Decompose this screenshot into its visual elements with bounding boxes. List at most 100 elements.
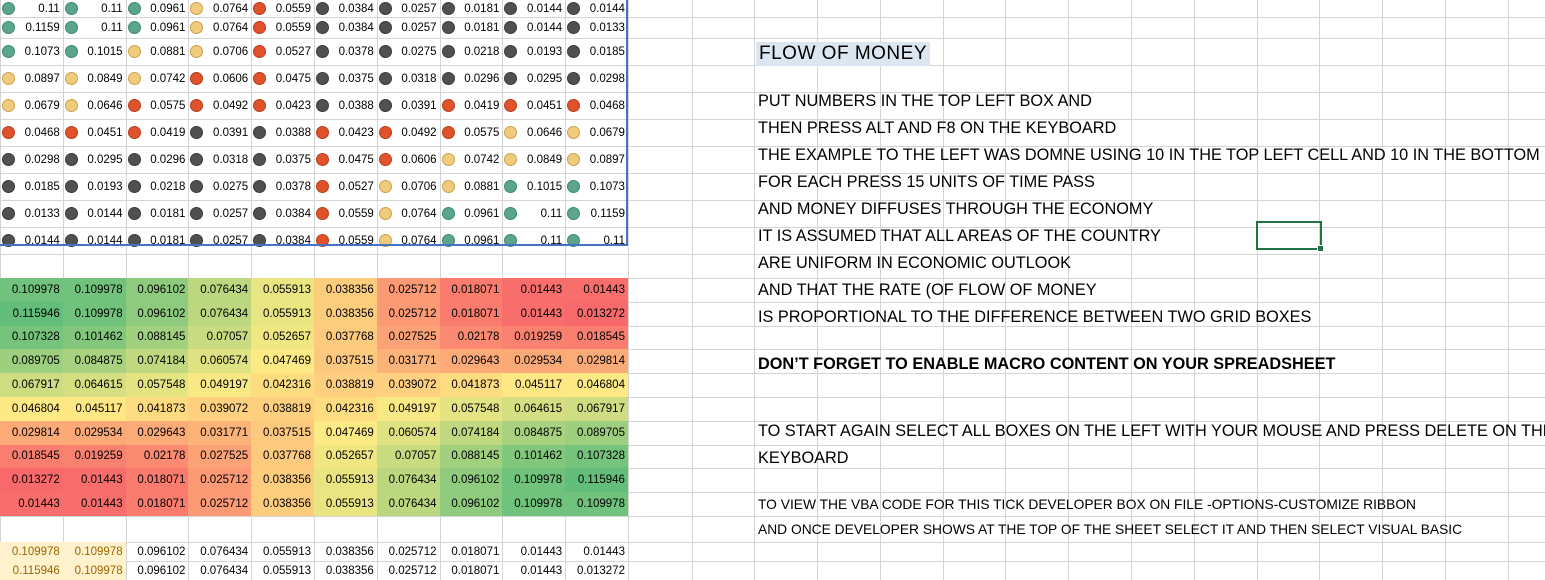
color-scale-cell[interactable]: 0.01443 xyxy=(62,492,126,516)
color-scale-cell[interactable]: 0.018545 xyxy=(0,444,63,469)
color-scale-cell[interactable]: 0.088145 xyxy=(125,325,189,350)
color-scale-cell[interactable]: 0.076434 xyxy=(188,278,252,302)
color-scale-cell[interactable]: 0.057548 xyxy=(439,396,503,421)
icon-grid-cell[interactable]: 0.0391 xyxy=(377,92,440,119)
color-scale-cell[interactable]: 0.039072 xyxy=(188,396,252,421)
icon-grid-cell[interactable]: 0.0764 xyxy=(188,17,251,38)
icon-grid-cell[interactable]: 0.0257 xyxy=(377,17,440,38)
icon-grid-cell[interactable]: 0.11 xyxy=(63,0,126,17)
color-scale-cell[interactable]: 0.049197 xyxy=(376,396,440,421)
icon-grid-cell[interactable]: 0.1073 xyxy=(565,173,628,200)
raw-value-cell[interactable]: 0.025712 xyxy=(388,545,437,558)
note-line-7[interactable]: ARE UNIFORM IN ECONOMIC OUTLOOK xyxy=(758,254,1071,272)
raw-value-cell[interactable]: 0.018071 xyxy=(451,545,500,558)
note-line-5[interactable]: AND MONEY DIFFUSES THROUGH THE ECONOMY xyxy=(758,200,1154,218)
color-scale-cell[interactable]: 0.018071 xyxy=(125,468,189,493)
icon-grid-cell[interactable]: 0.0193 xyxy=(63,173,126,200)
color-scale-cell[interactable]: 0.029534 xyxy=(502,349,566,374)
raw-value-cell[interactable]: 0.01443 xyxy=(583,545,625,558)
icon-grid-cell[interactable]: 0.0144 xyxy=(63,200,126,227)
icon-grid-cell[interactable]: 0.0897 xyxy=(565,146,628,173)
icon-grid-cell[interactable]: 0.0559 xyxy=(251,0,314,17)
icon-grid-cell[interactable]: 0.0961 xyxy=(440,227,503,254)
color-scale-cell[interactable]: 0.038356 xyxy=(313,301,377,326)
raw-value-cell[interactable]: 0.055913 xyxy=(263,545,311,558)
color-scale-cell[interactable]: 0.037768 xyxy=(251,444,314,469)
color-scale-cell[interactable]: 0.076434 xyxy=(376,468,440,493)
icon-grid-cell[interactable]: 0.0423 xyxy=(251,92,314,119)
icon-grid-cell[interactable]: 0.0144 xyxy=(502,0,565,17)
color-scale-cell[interactable]: 0.019259 xyxy=(502,325,566,350)
color-scale-cell[interactable]: 0.055913 xyxy=(251,278,314,302)
icon-grid-cell[interactable]: 0.0849 xyxy=(502,146,565,173)
icon-grid-cell[interactable]: 0.11 xyxy=(63,17,126,38)
icon-grid-cell[interactable]: 0.0881 xyxy=(126,38,189,65)
vba-instruction-line-2[interactable]: AND ONCE DEVELOPER SHOWS AT THE TOP OF T… xyxy=(758,522,1463,537)
icon-grid-cell[interactable]: 0.1073 xyxy=(0,38,63,65)
color-scale-cell[interactable]: 0.01443 xyxy=(62,468,126,493)
icon-grid-cell[interactable]: 0.1159 xyxy=(0,17,63,38)
color-scale-cell[interactable]: 0.101462 xyxy=(62,325,126,350)
color-scale-cell[interactable]: 0.027525 xyxy=(188,444,252,469)
icon-grid-cell[interactable]: 0.0559 xyxy=(314,200,377,227)
color-scale-cell[interactable]: 0.013272 xyxy=(0,468,63,493)
color-scale-cell[interactable]: 0.096102 xyxy=(439,468,503,493)
color-scale-cell[interactable]: 0.029643 xyxy=(125,420,189,445)
note-line-9[interactable]: IS PROPORTIONAL TO THE DIFFERENCE BETWEE… xyxy=(758,308,1312,326)
icon-grid-cell[interactable]: 0.0257 xyxy=(188,227,251,254)
raw-value-cell[interactable]: 0.01443 xyxy=(520,564,563,577)
color-scale-cell[interactable]: 0.064615 xyxy=(502,396,566,421)
color-scale-cell[interactable]: 0.041873 xyxy=(125,396,189,421)
color-scale-cell[interactable]: 0.055913 xyxy=(313,492,377,516)
raw-value-cell[interactable]: 0.109978 xyxy=(0,542,63,561)
icon-grid-cell[interactable]: 0.0375 xyxy=(314,65,377,92)
icon-grid-cell[interactable]: 0.0384 xyxy=(251,227,314,254)
color-scale-cell[interactable]: 0.088145 xyxy=(439,444,503,469)
color-scale-cell[interactable]: 0.018545 xyxy=(565,325,628,350)
icon-grid-cell[interactable]: 0.0295 xyxy=(63,146,126,173)
raw-value-cell[interactable]: 0.038356 xyxy=(325,564,374,577)
icon-grid-cell[interactable]: 0.0468 xyxy=(0,119,63,146)
icon-grid-cell[interactable]: 0.0144 xyxy=(565,0,628,17)
restart-instruction-line-2[interactable]: KEYBOARD xyxy=(758,449,849,467)
color-scale-cell[interactable]: 0.067917 xyxy=(565,396,628,421)
icon-grid-cell[interactable]: 0.0764 xyxy=(377,227,440,254)
icon-grid-cell[interactable]: 0.0527 xyxy=(314,173,377,200)
icon-grid-cell[interactable]: 0.0492 xyxy=(188,92,251,119)
icon-grid-cell[interactable]: 0.0527 xyxy=(251,38,314,65)
icon-grid-cell[interactable]: 0.0275 xyxy=(188,173,251,200)
icon-grid-cell[interactable]: 0.0897 xyxy=(0,65,63,92)
icon-grid-cell[interactable]: 0.0451 xyxy=(502,92,565,119)
icon-grid-cell[interactable]: 0.0144 xyxy=(0,227,63,254)
icon-grid-cell[interactable]: 0.0849 xyxy=(63,65,126,92)
color-scale-cell[interactable]: 0.018071 xyxy=(125,492,189,516)
raw-value-cell[interactable]: 0.076434 xyxy=(200,564,249,577)
raw-value-cell[interactable]: 0.096102 xyxy=(137,545,186,558)
color-scale-cell[interactable]: 0.037515 xyxy=(251,420,314,445)
icon-grid-cell[interactable]: 0.0218 xyxy=(440,38,503,65)
icon-grid-cell[interactable]: 0.0764 xyxy=(188,0,251,17)
icon-grid-cell[interactable]: 0.11 xyxy=(565,227,628,254)
vba-instruction-line-1[interactable]: TO VIEW THE VBA CODE FOR THIS TICK DEVEL… xyxy=(758,497,1417,512)
icon-grid-cell[interactable]: 0.0384 xyxy=(314,0,377,17)
color-scale-cell[interactable]: 0.101462 xyxy=(502,444,566,469)
color-scale-cell[interactable]: 0.109978 xyxy=(62,301,126,326)
icon-grid-cell[interactable]: 0.0575 xyxy=(440,119,503,146)
color-scale-cell[interactable]: 0.109978 xyxy=(502,492,566,516)
color-scale-cell[interactable]: 0.046804 xyxy=(0,396,63,421)
color-scale-cell[interactable]: 0.115946 xyxy=(0,301,63,326)
color-scale-cell[interactable]: 0.041873 xyxy=(439,373,503,397)
restart-instruction-line-1[interactable]: TO START AGAIN SELECT ALL BOXES ON THE L… xyxy=(758,422,1545,440)
icon-grid-cell[interactable]: 0.0185 xyxy=(565,38,628,65)
icon-grid-cell[interactable]: 0.0181 xyxy=(126,200,189,227)
color-scale-cell[interactable]: 0.049197 xyxy=(188,373,252,397)
color-scale-cell[interactable]: 0.107328 xyxy=(565,444,628,469)
icon-grid-cell[interactable]: 0.0378 xyxy=(314,38,377,65)
color-scale-cell[interactable]: 0.027525 xyxy=(376,325,440,350)
color-scale-cell[interactable]: 0.042316 xyxy=(313,396,377,421)
icon-grid-cell[interactable]: 0.0468 xyxy=(565,92,628,119)
color-scale-cell[interactable]: 0.029814 xyxy=(565,349,628,374)
color-scale-cell[interactable]: 0.02178 xyxy=(125,444,189,469)
icon-grid-cell[interactable]: 0.0419 xyxy=(126,119,189,146)
icon-grid-cell[interactable]: 0.0475 xyxy=(314,146,377,173)
